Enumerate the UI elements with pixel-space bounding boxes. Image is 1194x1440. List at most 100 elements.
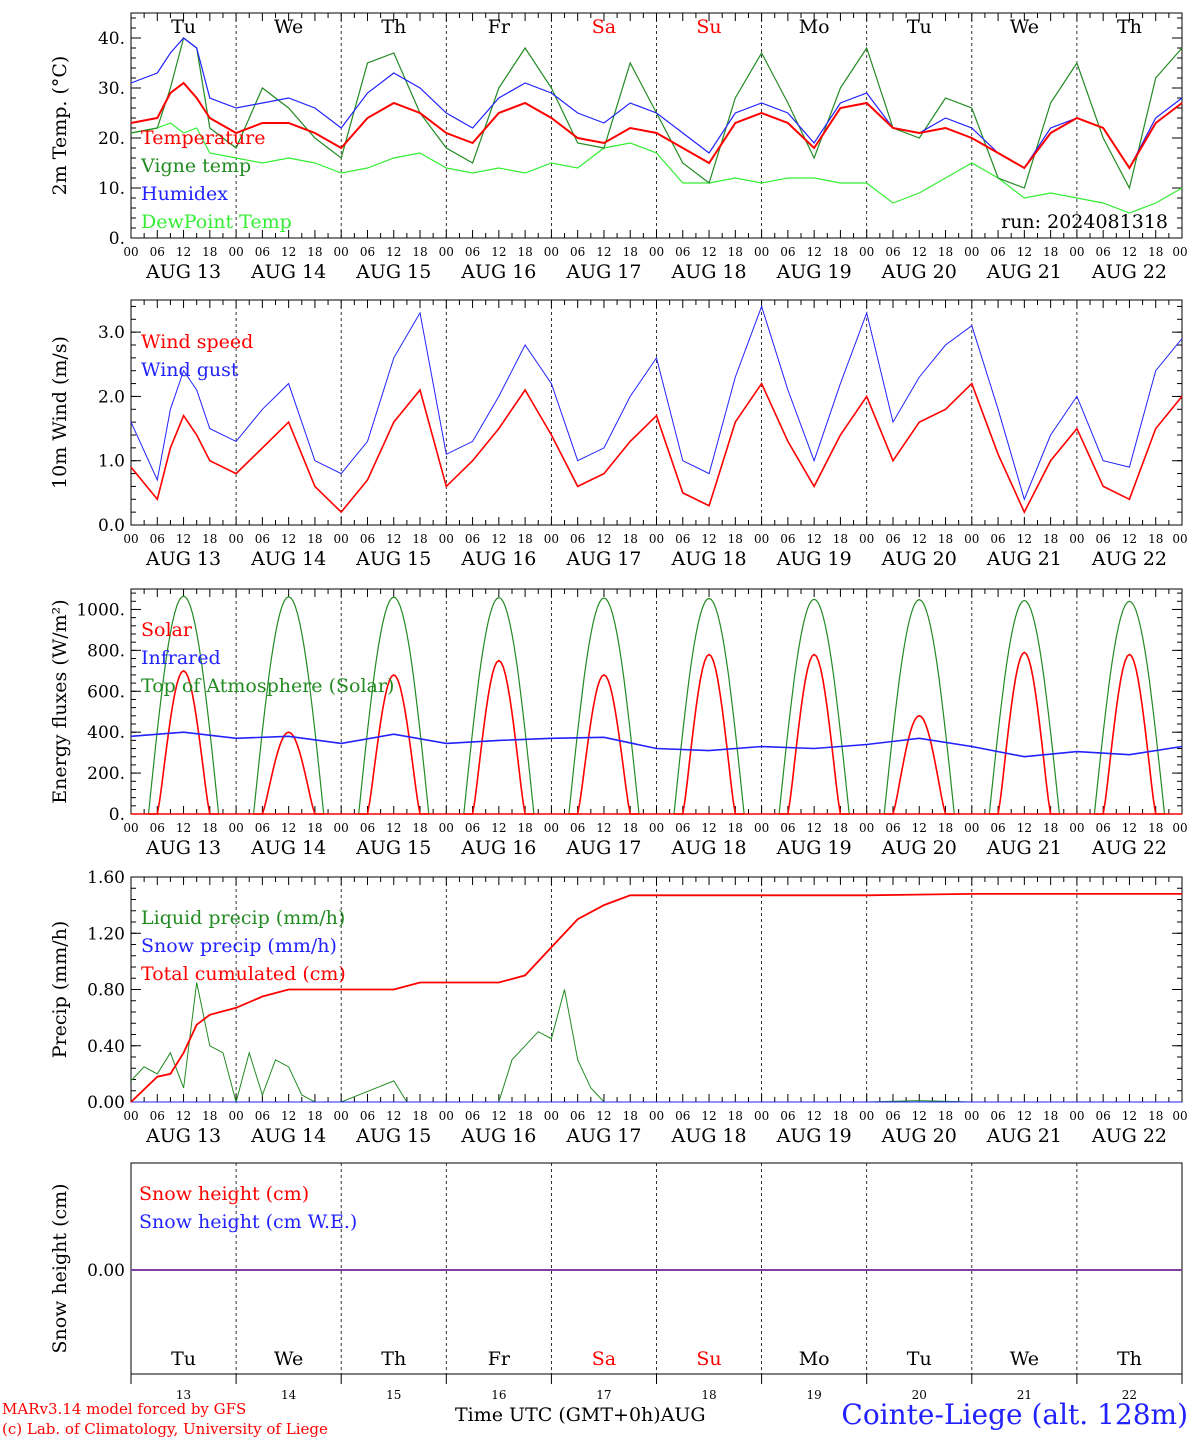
legend-entry: Snow height (cm W.E.) (139, 1211, 357, 1233)
hour-tick-label: 06 (150, 532, 165, 546)
y-tick-label: 40. (98, 29, 125, 49)
hour-tick-label: 12 (491, 821, 506, 835)
hour-tick-label: 18 (938, 245, 953, 259)
hour-tick-label: 12 (807, 245, 822, 259)
hour-tick-label: 18 (728, 245, 743, 259)
hour-tick-label: 06 (255, 821, 270, 835)
date-label: AUG 22 (1091, 261, 1167, 283)
series-line-solar (253, 731, 324, 815)
date-label: AUG 17 (565, 1125, 641, 1147)
y-tick-label: 30. (98, 79, 125, 99)
hour-tick-label: 18 (517, 245, 532, 259)
series-line-infrared (130, 731, 1183, 758)
hour-tick-label: 06 (465, 532, 480, 546)
series-line-solar (148, 669, 219, 815)
date-label: AUG 14 (250, 1125, 326, 1147)
hour-tick-label: 06 (675, 245, 690, 259)
hour-tick-label: 18 (412, 532, 427, 546)
hour-tick-label: 06 (1096, 245, 1111, 259)
hour-tick-label: 06 (570, 1109, 585, 1123)
credit-lab: (c) Lab. of Climatology, University of L… (2, 1420, 328, 1438)
hour-tick-label: 06 (1096, 532, 1111, 546)
hour-tick-label: 00 (228, 532, 243, 546)
hour-tick-label: 00 (1069, 245, 1084, 259)
hour-tick-label: 18 (728, 821, 743, 835)
hour-tick-label: 00 (334, 821, 349, 835)
day-name: Fr (488, 16, 511, 38)
series-line-toa (147, 595, 220, 815)
day-name: Tu (171, 1348, 196, 1370)
hour-tick-label: 12 (176, 821, 191, 835)
series-line-solar (1094, 653, 1165, 815)
date-label: AUG 21 (986, 1125, 1062, 1147)
date-label: AUG 17 (565, 837, 641, 859)
date-label: AUG 15 (355, 548, 431, 570)
hour-tick-label: 12 (596, 821, 611, 835)
y-tick-label: 0.00 (87, 1261, 125, 1281)
hour-tick-label: 18 (412, 245, 427, 259)
day-name: We (1010, 16, 1039, 38)
day-number: 18 (701, 1388, 716, 1402)
series-line-solar (358, 673, 429, 815)
series-line-toa (463, 596, 535, 815)
hour-tick-label: 12 (176, 532, 191, 546)
date-label: AUG 21 (986, 837, 1062, 859)
hour-tick-label: 12 (281, 245, 296, 259)
hour-tick-label: 06 (150, 1109, 165, 1123)
hour-tick-label: 06 (255, 1109, 270, 1123)
panel-frame-0 (130, 12, 1183, 239)
y-tick-label: 1000. (76, 600, 125, 620)
hour-tick-label: 00 (1172, 245, 1187, 259)
hour-tick-label: 12 (912, 1109, 927, 1123)
date-label: AUG 16 (460, 837, 536, 859)
date-label: AUG 20 (881, 261, 957, 283)
hour-tick-label: 06 (675, 1109, 690, 1123)
hour-tick-label: 00 (1172, 1109, 1187, 1123)
hour-tick-label: 06 (255, 532, 270, 546)
hour-tick-label: 18 (833, 245, 848, 259)
time-axis-label: Time UTC (GMT+0h) (455, 1404, 661, 1426)
hour-tick-label: 12 (912, 821, 927, 835)
hour-tick-label: 00 (754, 532, 769, 546)
hour-tick-label: 18 (623, 245, 638, 259)
hour-tick-label: 18 (1148, 1109, 1163, 1123)
hour-tick-label: 00 (754, 245, 769, 259)
hour-tick-label: 00 (334, 1109, 349, 1123)
hour-tick-label: 00 (439, 1109, 454, 1123)
hour-tick-label: 18 (1043, 532, 1058, 546)
hour-tick-label: 00 (649, 532, 664, 546)
station-label: Cointe-Liege (alt. 128m) (841, 1398, 1188, 1431)
y-tick-label: 2.0 (98, 387, 125, 407)
hour-tick-label: 12 (491, 532, 506, 546)
day-name: Mo (799, 1348, 830, 1370)
hour-tick-label: 06 (1096, 1109, 1111, 1123)
hour-tick-label: 06 (675, 532, 690, 546)
hour-tick-label: 18 (307, 245, 322, 259)
day-number: 22 (1122, 1388, 1137, 1402)
hour-tick-label: 00 (544, 821, 559, 835)
date-label: AUG 18 (670, 548, 746, 570)
day-name: We (1010, 1348, 1039, 1370)
hour-tick-label: 00 (649, 821, 664, 835)
hour-tick-label: 00 (439, 245, 454, 259)
day-number: 13 (176, 1388, 191, 1402)
series-line-toa (988, 599, 1060, 815)
legend-entry: Solar (141, 619, 193, 641)
date-label: AUG 21 (986, 261, 1062, 283)
hour-tick-label: 12 (807, 532, 822, 546)
y-tick-label: 10. (98, 179, 125, 199)
y-tick-label: 0. (109, 805, 125, 825)
hour-tick-label: 00 (544, 1109, 559, 1123)
date-label: AUG 19 (776, 261, 852, 283)
hour-tick-label: 18 (623, 1109, 638, 1123)
day-name: Fr (488, 1348, 511, 1370)
hour-tick-label: 18 (938, 821, 953, 835)
hour-tick-label: 18 (307, 821, 322, 835)
hour-tick-label: 00 (544, 245, 559, 259)
hour-tick-label: 00 (334, 532, 349, 546)
day-name: Sa (592, 16, 616, 38)
y-tick-label: 400. (87, 723, 125, 743)
series-line-toa (1093, 600, 1166, 815)
hour-tick-label: 06 (465, 1109, 480, 1123)
hour-tick-label: 00 (123, 532, 138, 546)
